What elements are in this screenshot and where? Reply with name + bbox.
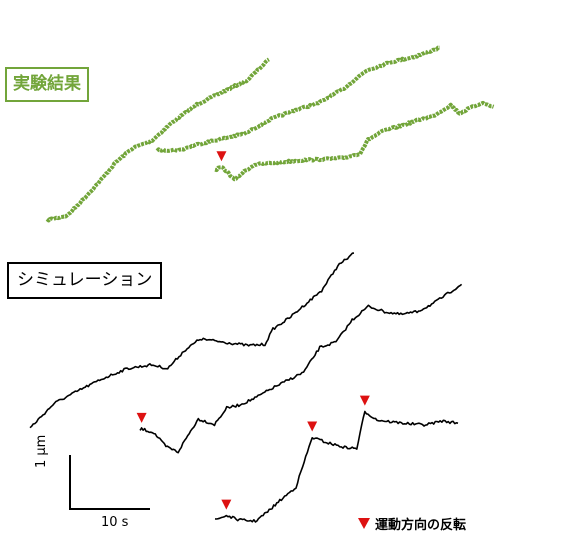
simulation-traces xyxy=(29,252,463,523)
time-scale-label: 10 s xyxy=(101,515,129,530)
simulation-label: シミュレーション xyxy=(7,262,163,299)
experiment-trace-3 xyxy=(214,100,495,182)
reversal-marker xyxy=(359,395,370,406)
simulation-trace-3 xyxy=(214,410,459,523)
reversal-marker xyxy=(221,499,232,510)
simulation-trace-1 xyxy=(29,252,355,429)
reversal-marker xyxy=(307,421,318,432)
red-triangle-icon xyxy=(358,518,370,529)
reversal-marker xyxy=(136,412,147,423)
scale-bar xyxy=(69,455,150,510)
experiment-trace-1 xyxy=(45,57,270,223)
experiment-label: 実験結果 xyxy=(5,67,89,102)
reversal-marker xyxy=(216,151,227,162)
distance-scale-label: 1 µm xyxy=(34,434,49,468)
reversal-markers xyxy=(136,151,370,510)
experiment-trace-2 xyxy=(155,45,441,153)
reversal-legend-text: 運動方向の反転 xyxy=(375,518,467,533)
simulation-trace-2 xyxy=(139,283,463,454)
reversal-legend: 運動方向の反転 xyxy=(358,514,466,533)
experiment-traces xyxy=(45,45,495,223)
